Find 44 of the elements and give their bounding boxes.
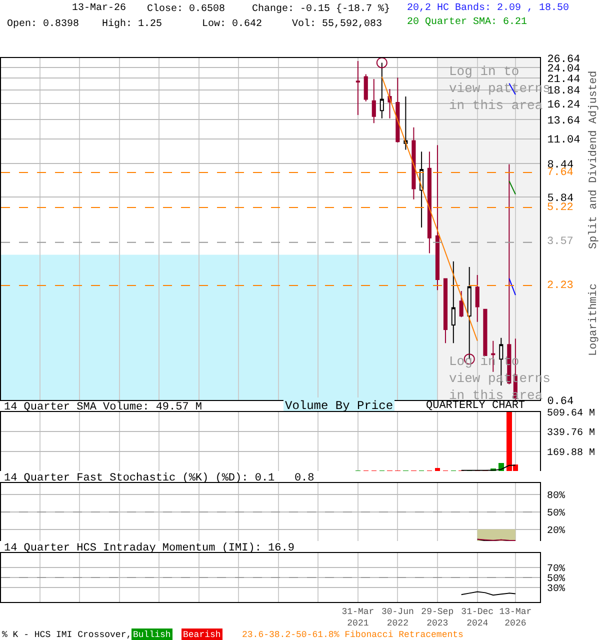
ref-line-label: 2.23 — [547, 280, 574, 292]
x-tick-label: 30-Jun 2022 — [381, 606, 414, 628]
chart-title: 14 Quarter Fast Stochastic (%K) (%D): 0.1 0.8 — [4, 472, 314, 485]
y-tick-label: 0.64 — [547, 396, 574, 408]
text: 20 Quarter SMA: 6.21 — [407, 17, 528, 28]
y-tick-label: 30% — [547, 584, 566, 595]
y-tick-label: 80% — [547, 491, 566, 502]
annotation: QUARTERLY CHART — [426, 400, 526, 412]
y-tick-label: 24.04 — [547, 63, 581, 76]
text: Open: 0.8398 — [7, 19, 80, 30]
text: Bullish — [133, 630, 171, 640]
y-tick-label: 13.64 — [547, 115, 581, 128]
x-tick-label: 13-Mar 2026 — [499, 606, 532, 628]
y-axis-title: Split and Dividend Adjusted — [588, 70, 600, 249]
y-tick-label: 339.76 M — [547, 428, 596, 440]
y-tick-label: 11.04 — [547, 134, 581, 147]
chart-title: 14 Quarter SMA Volume: 49.57 M — [4, 402, 202, 414]
band-label: Volume By Price — [285, 399, 394, 413]
y-tick-label: 18.84 — [547, 86, 581, 98]
y-tick-label: 50% — [547, 508, 566, 520]
text: Low: 0.642 — [202, 19, 262, 30]
y-tick-label: 20% — [547, 526, 566, 537]
y-tick-label: 50% — [547, 574, 566, 585]
text: 23.6-38.2-50-61.8% Fibonacci Retracements — [242, 630, 464, 640]
text: Vol: 55,592,083 — [292, 18, 382, 30]
ref-line-label: 3.57 — [547, 236, 574, 248]
text: % K - HCS IMI Crossover, — [2, 630, 132, 640]
y-tick-label: 70% — [547, 564, 566, 576]
text: Logarithmic — [588, 283, 600, 356]
x-tick-label: 31-Dec 2024 — [461, 606, 494, 628]
x-tick-label: 29-Sep 2023 — [421, 606, 454, 628]
text: High: 1.25 — [102, 18, 162, 30]
y-tick-label: 509.64 M — [547, 408, 596, 420]
text: 20,2 HC Bands: 2.09 , 18.50 — [407, 2, 570, 14]
text: Change: -0.15 {-18.7 %} — [252, 3, 390, 15]
y-tick-label: 16.24 — [547, 99, 581, 112]
text: 13-Mar-26 — [72, 3, 126, 14]
text: Close: 0.6508 — [147, 3, 226, 15]
ref-line-label: 7.64 — [547, 167, 574, 179]
y-tick-label: 169.88 M — [547, 448, 596, 459]
x-tick-label: 31-Mar 2021 — [342, 606, 374, 628]
text: Bearish — [183, 630, 221, 640]
y-tick-label: 21.44 — [547, 74, 581, 86]
chart-title: 14 Quarter HCS Intraday Momentum (IMI): 16.9 — [4, 542, 294, 555]
